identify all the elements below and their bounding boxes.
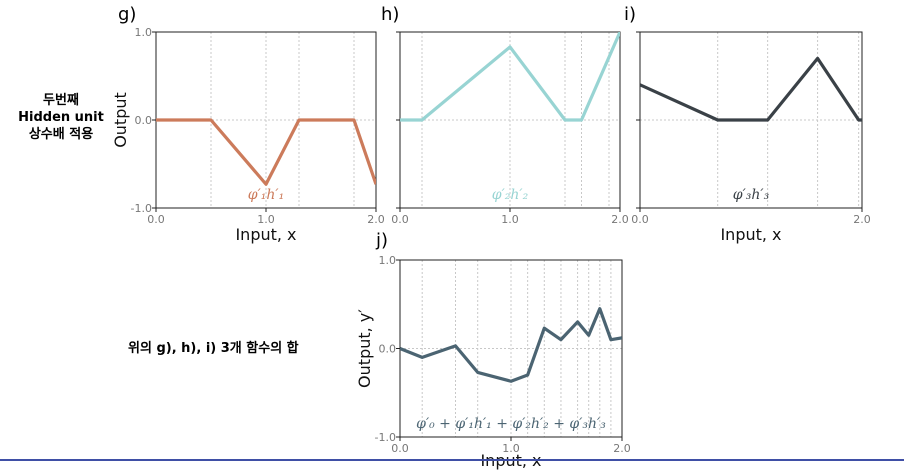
panel-label-i: i) (624, 4, 637, 25)
panel-label-j: j) (376, 230, 389, 251)
series-label-g: φ′₁h′₁ (248, 187, 284, 203)
series-line-i (640, 56, 862, 122)
x-axis-label: Input, x (235, 225, 296, 244)
y-tick-label: 0.0 (379, 343, 397, 356)
y-tick-label: -1.0 (375, 431, 396, 444)
x-tick-label: 0.0 (147, 213, 165, 226)
chart-h: 0.0 1.0 2.0 φ′₂h′₂ (391, 31, 629, 226)
series-label-j: φ′₀ + φ′₁h′₁ + φ′₂h′₂ + φ′₃h′₃ (416, 416, 606, 432)
bottom-divider (0, 459, 904, 461)
x-tick-label: 1.0 (501, 213, 519, 226)
series-line-h (400, 32, 620, 122)
x-tick-label: 0.0 (391, 442, 409, 455)
y-tick-label: 0.0 (135, 114, 153, 127)
panel-label-g: g) (118, 4, 137, 25)
y-tick-label: -1.0 (131, 202, 152, 215)
side-caption-bottom: 위의 g), h), i) 3개 함수의 합 (128, 341, 299, 356)
series-label-i: φ′₃h′₃ (733, 187, 770, 203)
x-tick-label: 2.0 (611, 213, 629, 226)
x-axis-label: Input, x (720, 225, 781, 244)
x-tick-label: 2.0 (367, 213, 385, 226)
side-caption-line-2: Hidden unit (18, 110, 104, 125)
x-tick-label: 2.0 (613, 442, 631, 455)
x-tick-label: 0.0 (631, 213, 649, 226)
side-caption-line-3: 상수배 적용 (28, 127, 94, 142)
x-tick-label: 0.0 (391, 213, 409, 226)
side-caption-top: 두번째 Hidden unit 상수배 적용 (6, 92, 116, 143)
series-line-g (156, 118, 376, 186)
panel-label-h: h) (381, 4, 400, 25)
y-tick-label: 1.0 (135, 26, 153, 39)
x-tick-label: 1.0 (502, 442, 520, 455)
x-tick-label: 2.0 (853, 213, 871, 226)
y-tick-label: 1.0 (379, 254, 397, 267)
y-axis-label: Output, y′ (355, 309, 374, 388)
series-label-h: φ′₂h′₂ (492, 187, 529, 203)
x-tick-label: 1.0 (257, 213, 275, 226)
chart-i: 0.0 2.0 Input, x φ′₃h′₃ (631, 31, 871, 244)
series-line-j (400, 307, 622, 383)
side-caption-line-1: 두번째 (43, 93, 79, 108)
y-axis-label: Output (111, 92, 130, 148)
